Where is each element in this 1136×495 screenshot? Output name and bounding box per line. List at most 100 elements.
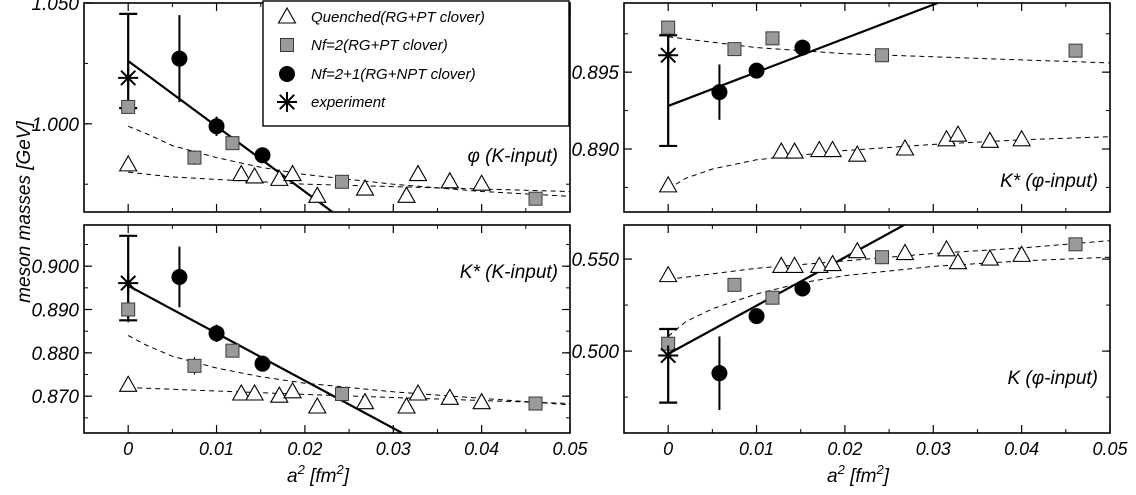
dashed-fit-curve: [128, 171, 570, 192]
panel-frame: [83, 224, 571, 434]
panel-annotation: K* (φ-input): [1000, 171, 1098, 192]
data-point-triangle-open: [245, 166, 264, 184]
data-point-triangle-open: [231, 164, 251, 182]
data-point-square-gray: [121, 99, 136, 114]
data-point-triangle-open: [980, 131, 1000, 148]
data-point-triangle-open: [948, 252, 968, 270]
data-point-star: [118, 273, 139, 294]
data-point-triangle-open: [980, 248, 1000, 266]
data-point-triangle-open: [283, 381, 302, 399]
x-axis-title-left: a2 [fm2]: [287, 462, 350, 487]
plot-area: [658, 3, 1110, 193]
data-point-square-gray: [335, 174, 350, 189]
data-point-circle-filled: [711, 84, 728, 101]
data-point-circle-filled: [748, 62, 765, 79]
data-point-triangle-open: [771, 141, 791, 159]
experiment-star-stroke: [120, 275, 137, 291]
legend-label-quenched: Quenched(RG+PT clover): [311, 9, 485, 26]
y-tick-label: 1.050: [31, 0, 79, 15]
y-tick-label: 1.000: [31, 115, 79, 136]
data-point-triangle-open: [245, 383, 264, 401]
dashed-fit-curve: [127, 335, 570, 406]
panels: 1.000 1.050 φ (K-input) 0 0.01 0.02 0.03 0.04 0.…: [31, 0, 1128, 459]
dashed-fit-curve: [667, 256, 1110, 337]
legend-marker-square-gray: [280, 38, 294, 52]
data-point-circle-filled: [208, 325, 225, 342]
data-point-triangle-open: [307, 186, 327, 203]
panel-frame: [623, 224, 1111, 434]
panel-annotation: K* (K-input): [460, 262, 558, 283]
data-point-circle-filled: [794, 280, 811, 297]
experiment-star-stroke: [660, 347, 677, 364]
x-tick-label: 0.02: [287, 439, 322, 459]
data-point-square-gray: [1068, 237, 1083, 252]
legend-label-experiment: experiment: [311, 94, 386, 111]
x-tick-label: 0: [123, 439, 133, 459]
data-point-triangle-open: [1012, 129, 1032, 147]
data-point-triangle-open: [118, 154, 138, 172]
data-point-triangle-open: [658, 265, 678, 283]
data-point-triangle-open: [231, 383, 251, 401]
data-point-triangle-open: [472, 174, 492, 191]
legend-marker-triangle-open: [277, 6, 297, 24]
data-point-square-gray: [1068, 43, 1083, 58]
panel-frame: [623, 2, 1111, 213]
y-axis-title: meson masses [GeV]: [14, 120, 35, 302]
x-tick-label: 0.04: [1004, 439, 1039, 459]
x-tick-label: 0.05: [552, 439, 588, 459]
data-point-triangle-open: [895, 138, 915, 156]
data-point-triangle-open: [408, 383, 428, 401]
chart-panel-top-left: 1.000 1.050 φ (K-input): [31, 0, 571, 213]
y-tick-label: 0.880: [31, 344, 79, 365]
panel-annotation: K (φ-input): [1007, 368, 1098, 389]
data-point-circle-filled: [794, 39, 811, 56]
data-point-circle-filled: [208, 118, 225, 135]
data-point-triangle-open: [355, 392, 375, 410]
x-tick-label: 0.01: [739, 439, 774, 459]
data-point-star: [658, 45, 679, 66]
data-point-triangle-open: [118, 375, 138, 392]
data-point-triangle-open: [658, 175, 678, 193]
dashed-fit-curve: [128, 125, 570, 197]
data-point-triangle-open: [440, 388, 460, 405]
data-point-triangle-open: [283, 164, 302, 182]
data-point-triangle-open: [472, 392, 492, 410]
data-point-triangle-open: [823, 140, 842, 158]
data-point-square-gray: [528, 191, 543, 206]
data-point-square-gray: [335, 387, 350, 401]
y-tick-label: 0.500: [571, 342, 619, 363]
data-point-star: [118, 67, 139, 88]
data-point-square-gray: [727, 277, 742, 292]
data-point-triangle-open: [408, 164, 428, 182]
y-tick-label: 0.900: [31, 257, 79, 278]
linear-fit-line: [667, 225, 905, 355]
data-point-square-gray: [528, 396, 543, 411]
data-point-square-gray: [661, 20, 676, 35]
data-point-triangle-open: [269, 169, 289, 186]
legend-box: [262, 0, 570, 127]
experiment-star-stroke: [279, 94, 295, 110]
legend-marker-star: [277, 92, 297, 112]
legend-label-nf2: Nf=2(RG+PT clover): [311, 37, 448, 54]
chart-panel-bottom-left: 0 0.01 0.02 0.03 0.04 0.05 0.870 0.880 0.890 0.90…: [31, 224, 588, 459]
y-tick-label: 0.895: [571, 63, 619, 84]
dashed-fit-curve: [668, 36, 1110, 64]
x-tick-label: 0.03: [376, 439, 411, 459]
data-point-triangle-open: [1012, 245, 1032, 262]
x-tick-label: 0.02: [827, 439, 862, 459]
legend: Quenched(RG+PT clover) Nf=2(RG+PT clover…: [262, 0, 570, 127]
data-point-triangle-open: [785, 141, 804, 159]
data-point-square-gray: [875, 250, 890, 265]
data-point-circle-filled: [254, 147, 271, 164]
data-point-triangle-open: [809, 256, 829, 273]
data-point-triangle-open: [397, 396, 416, 414]
x-axis-title-right: a2 [fm2]: [827, 462, 890, 487]
data-point-triangle-open: [847, 241, 867, 259]
data-point-triangle-open: [948, 125, 968, 142]
data-point-square-gray: [187, 358, 202, 373]
data-point-star: [658, 345, 679, 366]
x-tick-label: 0.01: [199, 439, 234, 459]
data-point-circle-filled: [711, 365, 728, 382]
data-point-triangle-open: [440, 171, 460, 189]
